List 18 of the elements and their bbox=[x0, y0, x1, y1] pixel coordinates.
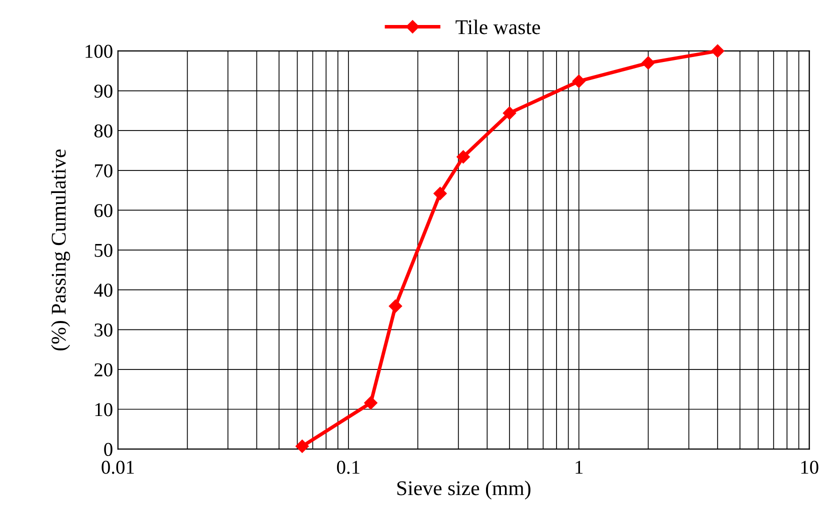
y-tick-label: 0 bbox=[104, 442, 112, 456]
x-axis-title: Sieve size (mm) bbox=[397, 480, 530, 500]
y-tick-label: 80 bbox=[94, 124, 112, 138]
y-tick-label: 20 bbox=[94, 363, 112, 376]
x-tick-label: 0.1 bbox=[337, 460, 360, 474]
x-tick-label: 0.01 bbox=[102, 460, 134, 474]
y-tick-label: 90 bbox=[94, 84, 112, 98]
x-tick-label: 1 bbox=[576, 460, 583, 474]
y-tick-label: 60 bbox=[94, 204, 112, 218]
y-tick-label: 30 bbox=[94, 323, 112, 337]
y-axis-title: (%) Passing Cumulative bbox=[51, 149, 70, 350]
y-tick-label: 50 bbox=[94, 244, 112, 257]
y-tick-label: 70 bbox=[94, 164, 112, 178]
x-tick-label: 10 bbox=[801, 460, 818, 474]
legend-label: Tile waste bbox=[456, 20, 540, 34]
y-tick-label: 100 bbox=[86, 44, 112, 58]
y-tick-label: 40 bbox=[94, 284, 112, 297]
y-tick-label: 10 bbox=[95, 403, 112, 416]
